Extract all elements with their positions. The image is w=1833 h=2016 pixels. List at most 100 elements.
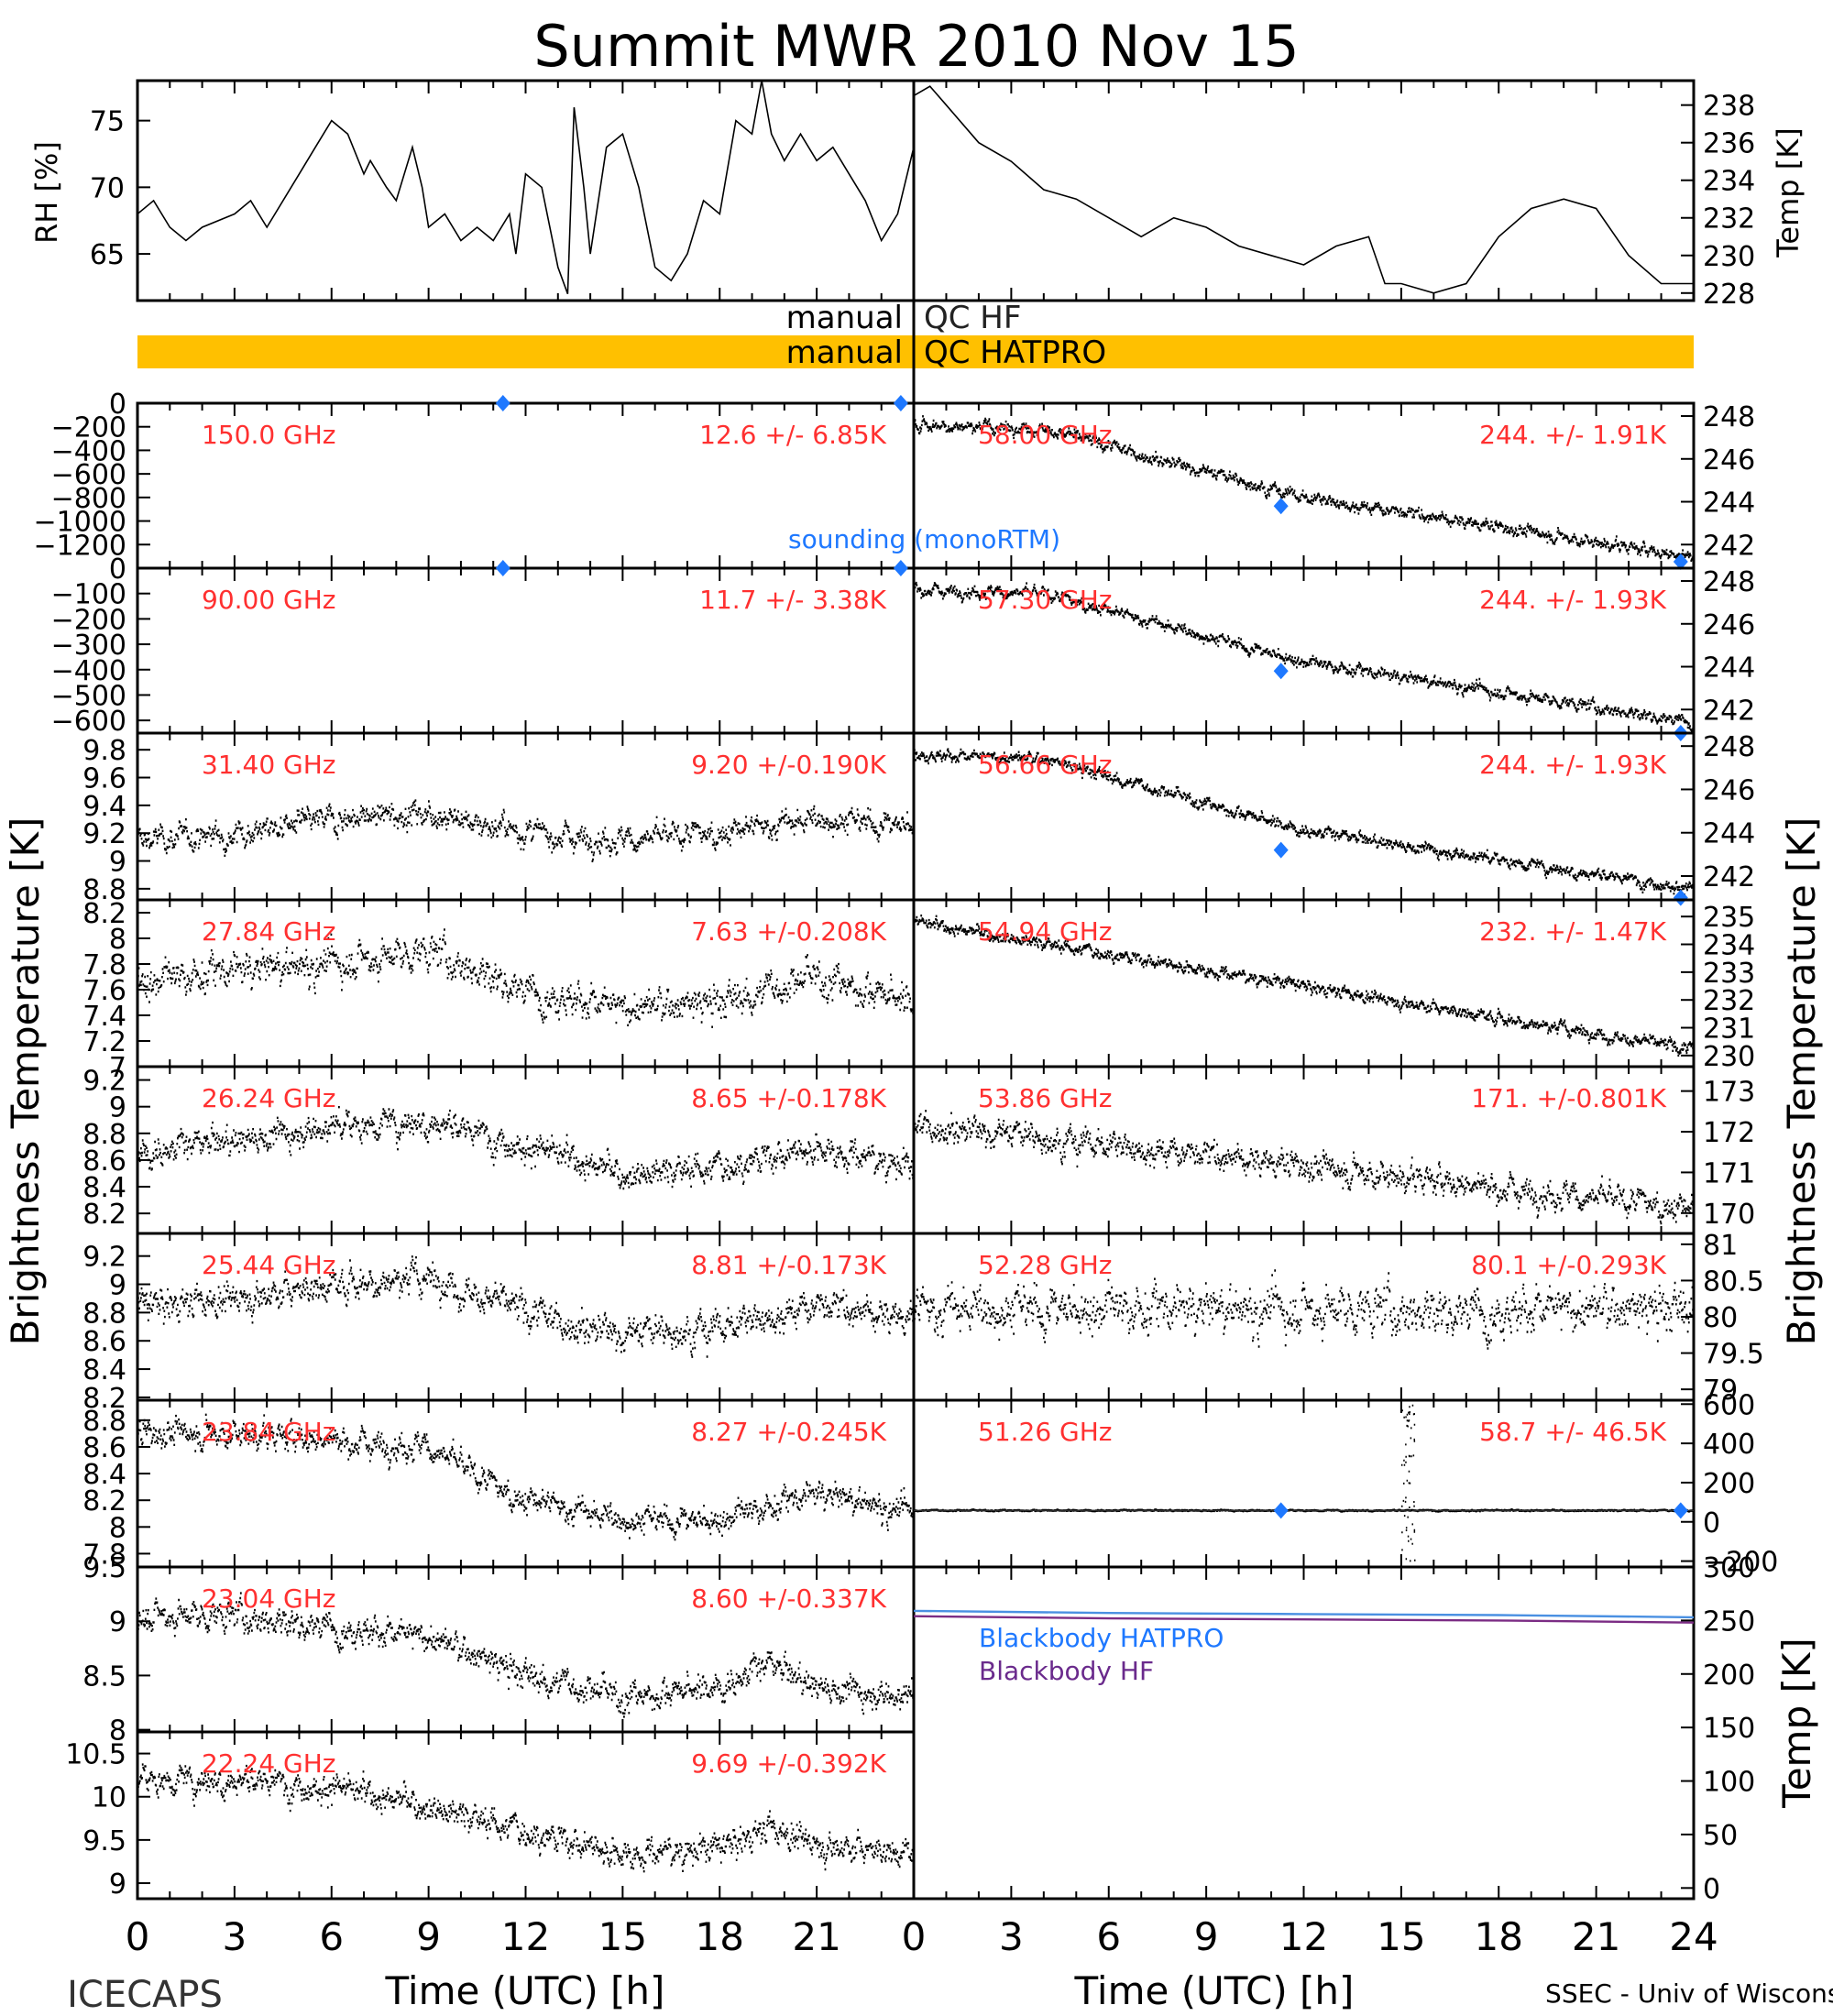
ytick-label: −1200: [34, 530, 126, 562]
panel-blackbody: [912, 1565, 1696, 1901]
xtick-label-left: 21: [792, 1914, 840, 1959]
ytick-label: 10.5: [65, 1739, 126, 1771]
ytick-label: 79: [1703, 1375, 1738, 1407]
right-axis-title: Brightness Temperature [K]: [1779, 817, 1824, 1346]
xtick-label-left: 0: [126, 1914, 150, 1959]
temp-tick-label: 234: [1703, 166, 1755, 198]
blackbody-hf-line: [913, 1615, 1695, 1624]
panel-stats-label: 12.6 +/- 6.85K: [699, 420, 886, 450]
qc-hatpro-prefix: manual: [786, 334, 903, 371]
ytick-label: 8.4: [82, 1172, 126, 1204]
sounding-marker: [1673, 553, 1688, 570]
panel-stats-label: 8.27 +/-0.245K: [691, 1417, 886, 1447]
sounding-marker: [893, 560, 908, 576]
panel-stats-label: 8.60 +/-0.337K: [691, 1583, 886, 1614]
xtick-label-right: 6: [1096, 1914, 1121, 1959]
ytick-label: 8.8: [82, 1298, 126, 1330]
temp-tick-label: 230: [1703, 241, 1755, 273]
ytick-label: 7: [109, 1052, 126, 1084]
ytick-label: −200: [51, 412, 126, 444]
panel-stats-label: 8.65 +/-0.178K: [691, 1083, 886, 1113]
ytick-label: −600: [51, 459, 126, 491]
ytick-label: 242: [1703, 530, 1755, 562]
ytick-label: 80: [1703, 1302, 1738, 1334]
temp-tick-label: 228: [1703, 279, 1755, 311]
panel-stats-label: 9.69 +/-0.392K: [691, 1748, 886, 1779]
met-frame: [136, 79, 1696, 302]
ytick-label: 8.2: [82, 1383, 126, 1415]
panel-freq-label: 52.28 GHz: [978, 1250, 1113, 1280]
ytick-label: 170: [1703, 1199, 1755, 1231]
xtick-label-left: 3: [223, 1914, 247, 1959]
xtick-label-left: 18: [696, 1914, 744, 1959]
xtick-label-left: 6: [319, 1914, 344, 1959]
panel-freq-label: 31.40 GHz: [202, 750, 336, 780]
sounding-marker: [1273, 1502, 1289, 1519]
panel-freq-label: 57.30 GHz: [978, 585, 1113, 615]
ytick-label: 248: [1703, 566, 1755, 598]
data-spike: [1400, 1404, 1416, 1562]
chart-title: Summit MWR 2010 Nov 15: [533, 13, 1299, 80]
ytick-label: 250: [1703, 1605, 1755, 1638]
rh-tick-label: 65: [90, 239, 125, 271]
ytick-label: −1000: [34, 507, 126, 539]
rh-tick-label: 75: [90, 106, 125, 138]
data-points: [137, 1763, 916, 1873]
panel-freq-label: 54.94 GHz: [978, 916, 1113, 947]
ytick-label: 8.8: [82, 1406, 126, 1438]
qc-hatpro-label: QC HATPRO: [924, 334, 1106, 371]
ytick-label: 242: [1703, 861, 1755, 893]
footer-right: SSEC - Univ of Wisconsin: [1545, 1978, 1833, 2009]
panel-freq-label: 27.84 GHz: [202, 916, 336, 947]
panel-freq-label: 150.0 GHz: [202, 420, 336, 450]
sounding-marker: [1673, 889, 1688, 906]
panel-stats-label: 232. +/- 1.47K: [1479, 916, 1666, 947]
ytick-label: −300: [51, 630, 126, 662]
ytick-label: 171: [1703, 1157, 1755, 1189]
ytick-label: 200: [1703, 1468, 1755, 1500]
ytick-label: 200: [1703, 1660, 1755, 1692]
xtick-label-left: 9: [416, 1914, 441, 1959]
sounding-marker: [1273, 841, 1289, 859]
sounding-legend: sounding (monoRTM): [788, 524, 1060, 554]
ytick-label: 8.8: [82, 1119, 126, 1151]
qc-hf-prefix: manual: [786, 300, 903, 336]
ytick-label: 246: [1703, 444, 1755, 477]
ytick-label: 248: [1703, 401, 1755, 433]
ytick-label: 8.2: [82, 898, 126, 930]
ytick-label: 8: [109, 924, 126, 956]
ytick-label: 172: [1703, 1117, 1755, 1149]
panel-right_7: [912, 1398, 1696, 1569]
left-axis-title: Brightness Temperature [K]: [3, 817, 48, 1346]
data-points: [914, 1110, 1696, 1225]
panel-freq-label: 58.00 GHz: [978, 420, 1113, 450]
xtick-label-right: 15: [1377, 1914, 1425, 1959]
ytick-label: −600: [51, 706, 126, 738]
ytick-label: 242: [1703, 695, 1755, 727]
ytick-label: 9.5: [82, 1552, 126, 1584]
ytick-label: 9: [109, 1092, 126, 1124]
ytick-label: −200: [1703, 1547, 1778, 1579]
ytick-label: 244: [1703, 818, 1755, 850]
data-points: [137, 799, 916, 862]
ytick-label: 10: [92, 1782, 126, 1814]
xtick-label-right: 3: [999, 1914, 1024, 1959]
ytick-label: 8.6: [82, 1432, 126, 1464]
ytick-label: 7.8: [82, 949, 126, 981]
data-points: [137, 1106, 916, 1190]
ytick-label: −800: [51, 483, 126, 515]
ytick-label: 233: [1703, 958, 1755, 990]
panel-freq-label: 53.86 GHz: [978, 1083, 1113, 1113]
temp-axis-label: Temp [K]: [1771, 127, 1806, 257]
data-points: [137, 1255, 916, 1358]
data-points: [914, 748, 1696, 897]
panel-stats-label: 9.20 +/-0.190K: [691, 750, 886, 780]
blackbody-axis-label: Temp [K]: [1774, 1638, 1819, 1809]
ytick-label: 9: [109, 1606, 126, 1638]
xtick-label-right: 18: [1475, 1914, 1523, 1959]
ytick-label: 8.2: [82, 1485, 126, 1517]
sounding-marker: [495, 395, 510, 411]
panel-freq-label: 23.84 GHz: [202, 1417, 336, 1447]
ytick-label: 80.5: [1703, 1265, 1764, 1298]
xtick-label-right: 21: [1572, 1914, 1620, 1959]
